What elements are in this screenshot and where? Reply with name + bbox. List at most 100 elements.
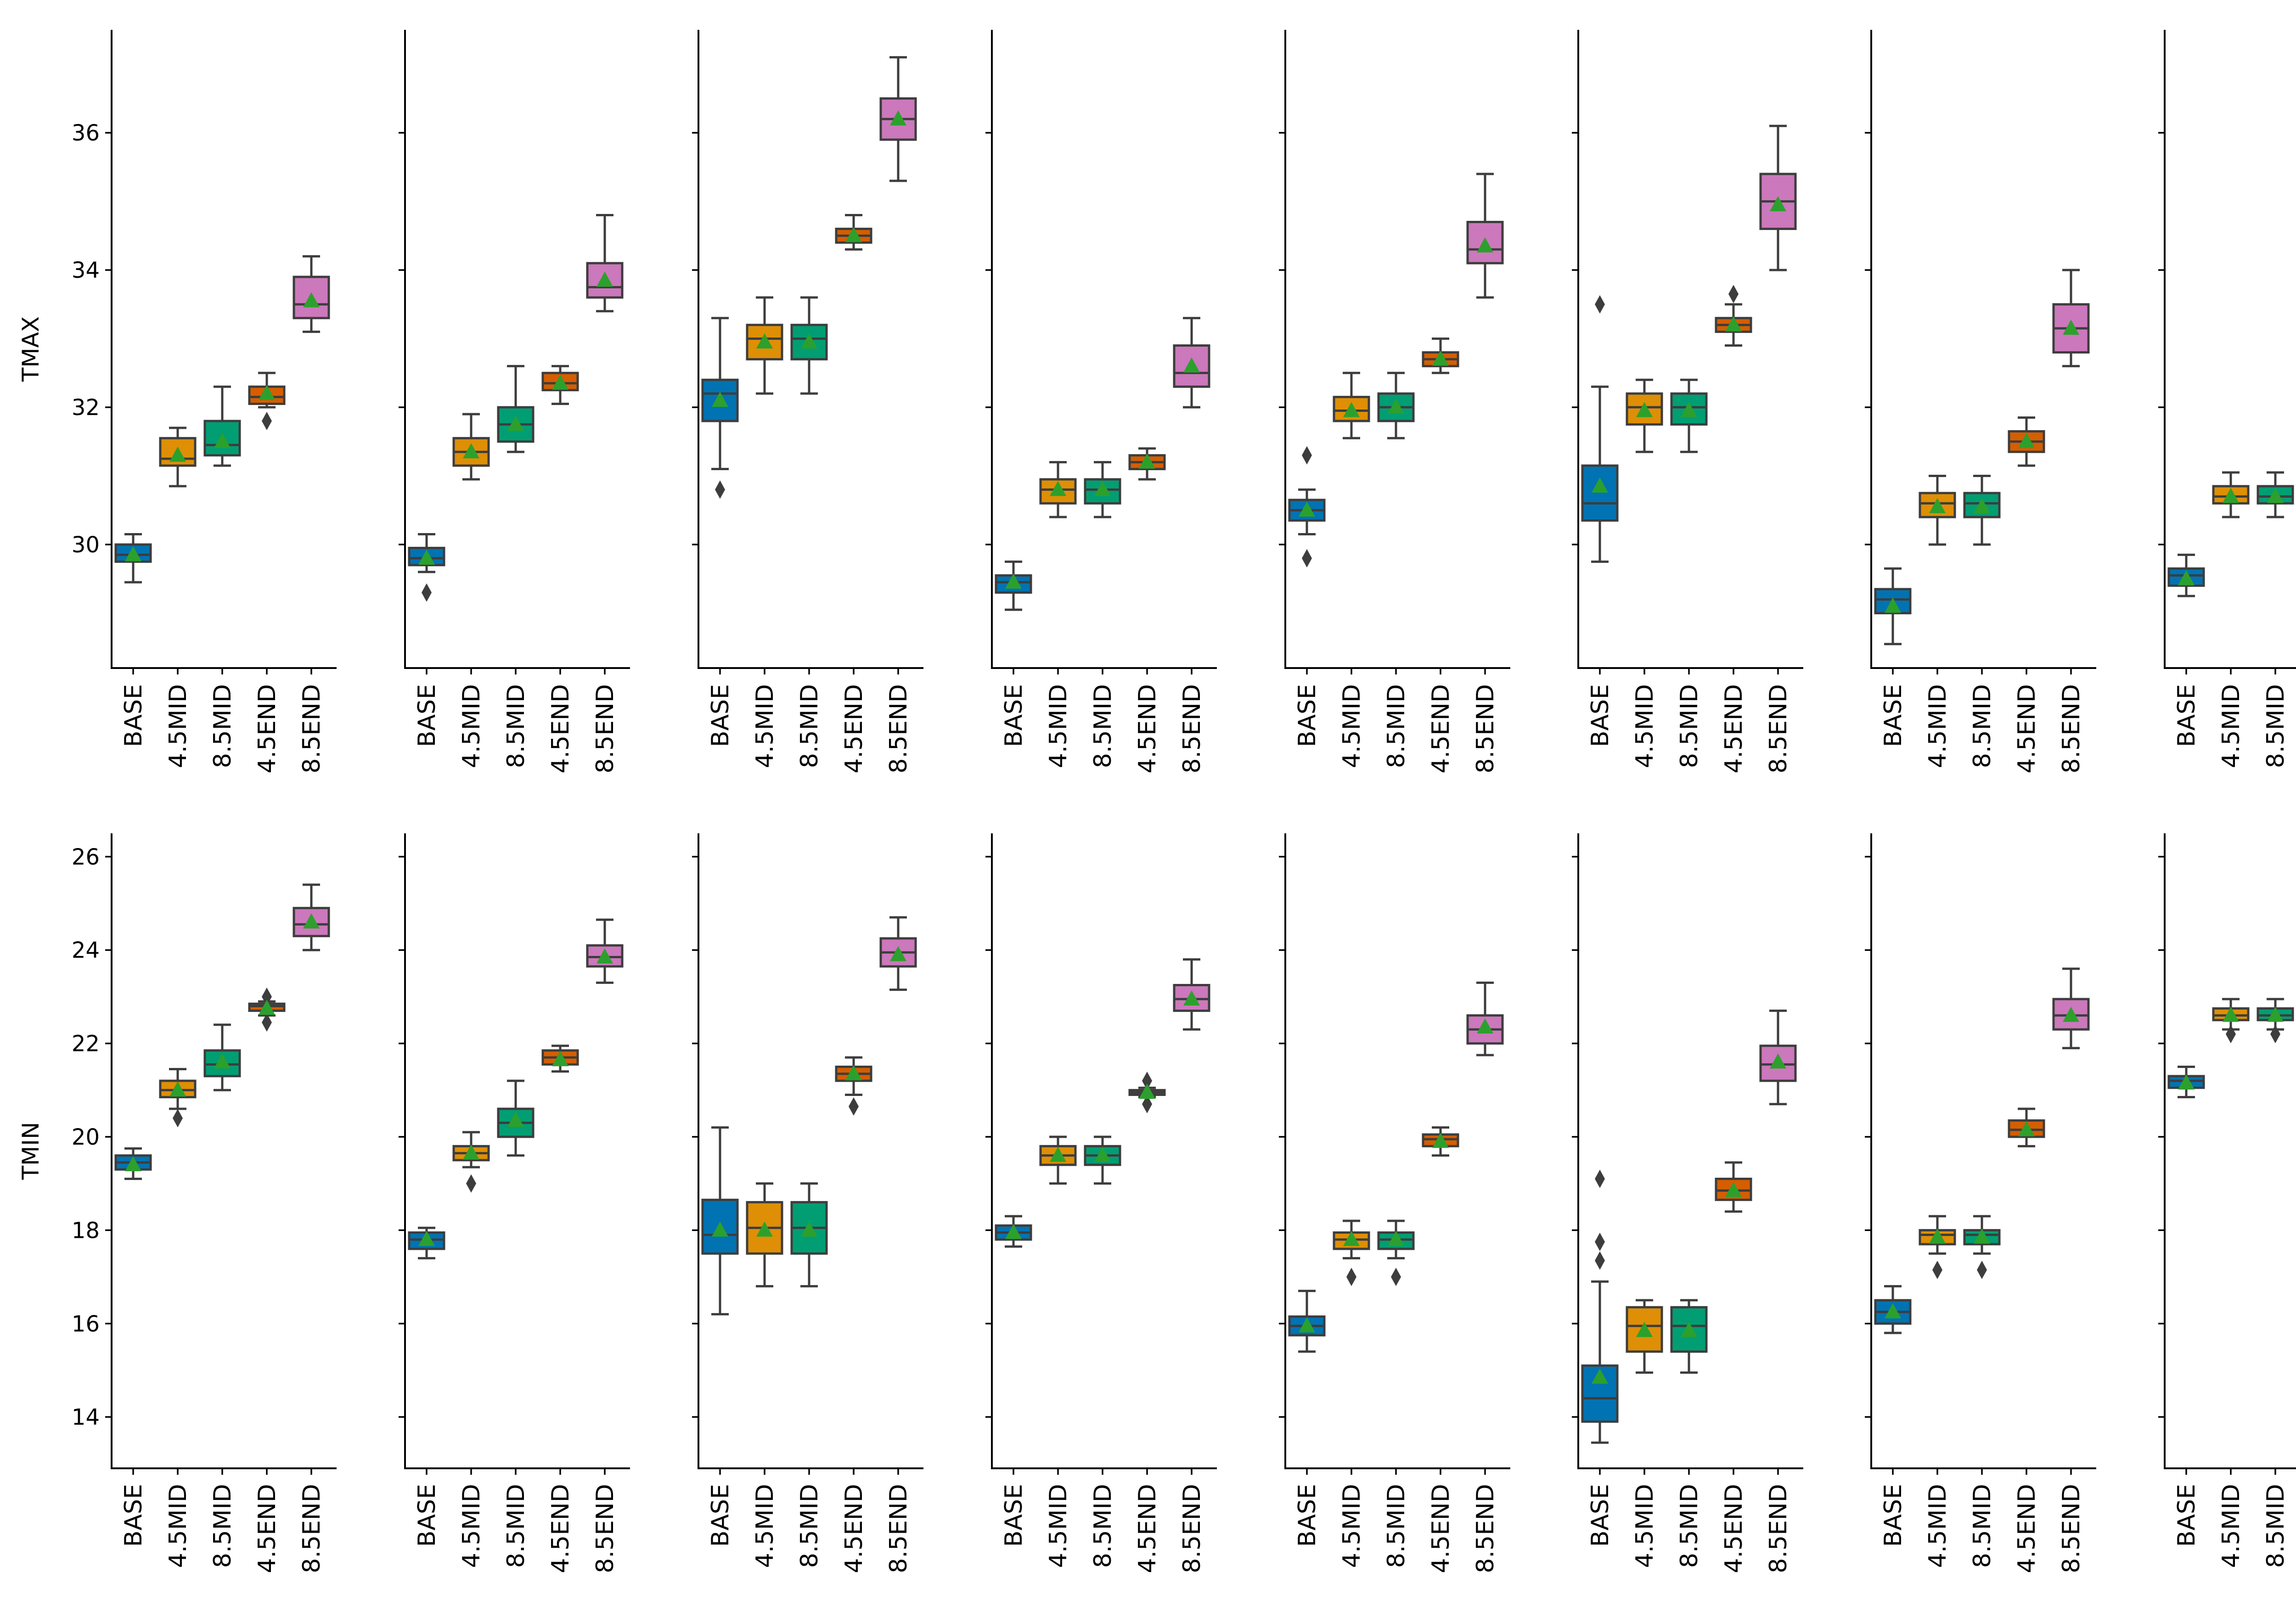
mean-marker	[169, 446, 186, 462]
y-tick-label: 30	[72, 532, 100, 558]
box-base: BASE	[1288, 1290, 1326, 1547]
x-tick-label: 8.5END	[591, 684, 619, 774]
x-tick-label: 4.5MID	[1338, 1484, 1366, 1568]
box-85end: 8.5END	[1173, 317, 1210, 774]
iqr-box	[1581, 464, 1619, 522]
box-45end: 4.5END	[1422, 1126, 1459, 1573]
box-45end: 4.5END	[835, 214, 872, 774]
outlier-marker	[1595, 1251, 1605, 1270]
x-tick-label: BASE	[1880, 684, 1907, 747]
y-tick-label: 22	[72, 1031, 100, 1057]
outlier-marker	[1932, 1260, 1942, 1279]
mean-marker	[2178, 570, 2195, 585]
mean-marker	[1388, 399, 1404, 414]
box-45mid: 4.5MID	[1333, 371, 1370, 768]
y-tick-label: 34	[72, 258, 100, 283]
box-45mid: 4.5MID	[2212, 998, 2250, 1568]
box-45end: 4.5END	[2008, 1107, 2045, 1573]
x-tick-label: BASE	[707, 684, 734, 747]
x-tick-label: 4.5END	[840, 684, 868, 774]
panel-tmin-6: BASE 4.5MID 8.5MID 4.5END 8.5END	[1572, 833, 1803, 1573]
x-tick-label: 4.5MID	[1924, 1484, 1952, 1568]
mean-marker	[1885, 1303, 1901, 1319]
x-tick-label: BASE	[1294, 684, 1321, 747]
box-85mid: 8.5MID	[1084, 1135, 1121, 1568]
mean-marker	[890, 110, 906, 126]
x-tick-label: 4.5END	[1720, 1484, 1748, 1573]
x-tick-label: 8.5END	[298, 1484, 326, 1573]
box-45mid: 4.5MID	[1919, 475, 1956, 768]
tmin-axis-label: TMIN	[17, 1122, 44, 1180]
box-85mid: 8.5MID	[790, 296, 828, 768]
box-85end: 8.5END	[293, 255, 330, 774]
box-85mid: 8.5MID	[203, 1023, 241, 1568]
outlier-marker	[173, 1109, 183, 1128]
mean-marker	[169, 1081, 186, 1097]
x-tick-label: 8.5MID	[209, 1484, 236, 1568]
x-tick-label: 8.5END	[1765, 684, 1792, 774]
mean-marker	[1299, 501, 1315, 517]
mean-marker	[463, 1144, 479, 1160]
box-45mid: 4.5MID	[159, 1068, 197, 1568]
box-85end: 8.5END	[1759, 1009, 1797, 1573]
outlier-marker	[1142, 1095, 1152, 1113]
mean-marker	[801, 1221, 817, 1237]
x-tick-label: 4.5MID	[1631, 684, 1659, 768]
y-tick-label: 26	[72, 844, 100, 870]
box-base: BASE	[114, 533, 152, 747]
box-85end: 8.5END	[2052, 967, 2090, 1573]
box-85end: 8.5END	[586, 214, 624, 774]
box-85mid: 8.5MID	[790, 1182, 828, 1568]
x-tick-label: 4.5MID	[1045, 1484, 1072, 1568]
outlier-marker	[849, 1097, 859, 1116]
x-tick-label: BASE	[1294, 1484, 1321, 1547]
mean-marker	[2063, 320, 2079, 335]
box-45mid: 4.5MID	[1039, 461, 1077, 768]
outlier-marker	[1302, 549, 1312, 567]
box-base: BASE	[995, 1215, 1032, 1547]
mean-marker	[1477, 1018, 1493, 1034]
box-base: BASE	[408, 533, 445, 747]
mean-marker	[418, 549, 435, 565]
x-tick-label: BASE	[120, 684, 147, 747]
box-45mid: 4.5MID	[1039, 1135, 1077, 1568]
box-85end: 8.5END	[1759, 124, 1797, 774]
x-tick-label: 4.5END	[1134, 1484, 1161, 1573]
mean-marker	[2223, 488, 2239, 503]
mean-marker	[1432, 350, 1449, 366]
box-base: BASE	[701, 317, 739, 747]
box-85end: 8.5END	[1173, 958, 1210, 1573]
box-base: BASE	[408, 1226, 445, 1547]
x-tick-label: 8.5MID	[1676, 684, 1703, 768]
box-base: BASE	[2167, 1065, 2205, 1547]
box-85mid: 8.5MID	[1670, 1299, 1708, 1568]
mean-marker	[125, 1156, 141, 1172]
box-base: BASE	[1874, 567, 1912, 747]
x-tick-label: 4.5MID	[2217, 1484, 2245, 1568]
mean-marker	[1432, 1133, 1449, 1148]
box-85end: 8.5END	[1466, 981, 1504, 1573]
box-45end: 4.5END	[1128, 447, 1166, 774]
x-tick-label: 4.5MID	[458, 1484, 485, 1568]
panel-tmax-6: BASE 4.5MID 8.5MID 4.5END 8.5END	[1572, 30, 1803, 774]
box-45end: 4.5END	[1715, 285, 1752, 774]
mean-marker	[1681, 1322, 1697, 1337]
x-tick-label: 8.5MID	[796, 1484, 823, 1568]
x-tick-label: BASE	[413, 1484, 441, 1547]
box-45mid: 4.5MID	[746, 296, 783, 768]
mean-marker	[303, 292, 320, 308]
x-tick-label: 4.5END	[1720, 684, 1748, 774]
mean-marker	[801, 333, 817, 349]
y-tick-label: 36	[72, 120, 100, 146]
x-tick-label: 8.5END	[885, 684, 912, 774]
mean-marker	[1139, 453, 1155, 469]
mean-marker	[1388, 1230, 1404, 1246]
box-base: BASE	[1874, 1285, 1912, 1547]
x-tick-label: 4.5MID	[1045, 684, 1072, 768]
box-base: BASE	[701, 1126, 739, 1547]
box-85end: 8.5END	[879, 916, 917, 1573]
x-tick-label: 4.5END	[840, 1484, 868, 1573]
box-45end: 4.5END	[1422, 337, 1459, 774]
box-45end: 4.5END	[1715, 1161, 1752, 1573]
